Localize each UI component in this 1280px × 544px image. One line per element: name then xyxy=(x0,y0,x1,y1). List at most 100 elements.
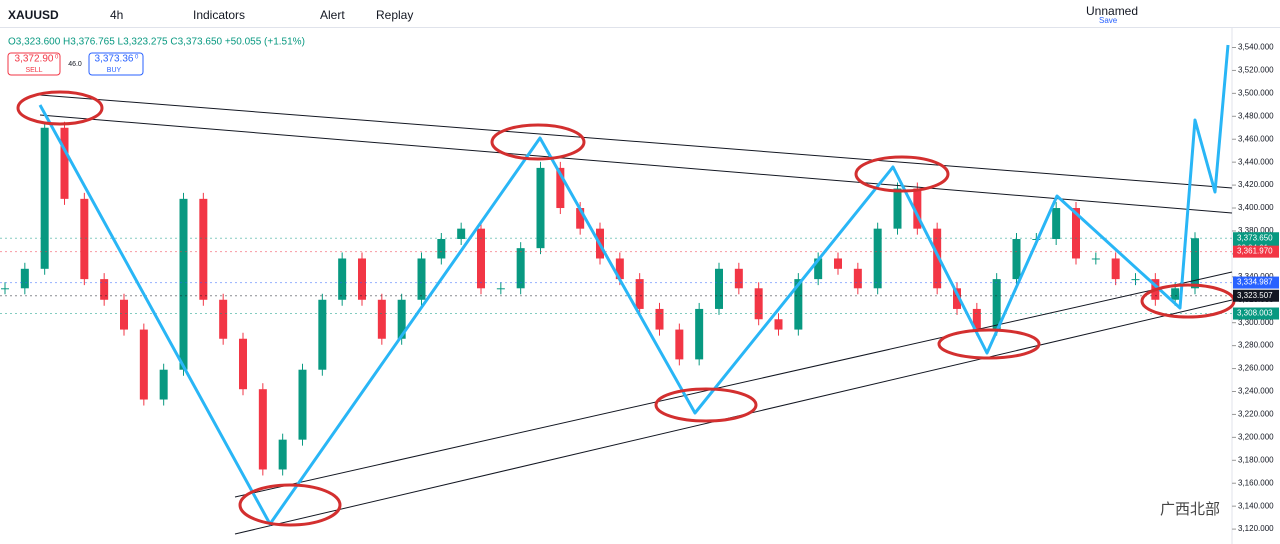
candle xyxy=(992,279,1001,330)
candle xyxy=(179,198,188,370)
candle xyxy=(953,288,961,309)
candle xyxy=(933,228,942,289)
sell-label: SELL xyxy=(25,67,42,74)
y-tick-label: 3,120.000 xyxy=(1238,524,1274,533)
y-tick-label: 3,340.000 xyxy=(1238,272,1274,281)
candle xyxy=(139,329,148,400)
ellipse xyxy=(238,483,342,527)
candle xyxy=(219,299,228,339)
candle xyxy=(536,167,545,249)
candle xyxy=(239,338,247,390)
save-button[interactable]: Save xyxy=(1099,16,1118,25)
y-tick-label: 3,540.000 xyxy=(1238,43,1274,52)
candle xyxy=(1091,258,1100,260)
price-tag-label: 3,361.970 xyxy=(1237,247,1273,256)
buy-price: 3,373.36 xyxy=(95,54,134,65)
layout-name[interactable]: Unnamed xyxy=(1086,4,1139,18)
candle xyxy=(159,369,168,400)
ellipse xyxy=(854,155,950,193)
y-tick-label: 3,500.000 xyxy=(1238,88,1274,97)
sell-sup: 0 xyxy=(55,55,59,61)
spread: 46.0 xyxy=(68,61,82,68)
price-tag-label: 3,323.507 xyxy=(1237,291,1273,300)
price-tag xyxy=(1233,245,1279,258)
candle xyxy=(1191,238,1199,289)
alert-button[interactable]: Alert xyxy=(320,8,345,22)
highlight-ellipses xyxy=(16,90,1236,527)
y-tick-label: 3,420.000 xyxy=(1238,180,1274,189)
candle xyxy=(715,268,723,309)
y-tick-label: 3,280.000 xyxy=(1238,341,1274,350)
watermark: 广西北部 xyxy=(1160,501,1220,518)
candle xyxy=(40,127,49,269)
candle xyxy=(60,127,69,199)
candle xyxy=(1072,208,1080,259)
y-tick-label: 3,160.000 xyxy=(1238,478,1274,487)
candle xyxy=(258,389,267,470)
candle xyxy=(1171,288,1180,300)
candle xyxy=(1052,208,1061,239)
candle xyxy=(893,188,902,229)
candle xyxy=(377,299,386,339)
candle xyxy=(120,299,128,330)
candle xyxy=(358,258,366,300)
ohlc-legend: O3,323.600 H3,376.765 L3,323.275 C3,373.… xyxy=(8,37,305,48)
annotations xyxy=(16,44,1236,535)
candle xyxy=(318,299,327,370)
candle xyxy=(675,329,684,360)
candle xyxy=(576,208,585,229)
candle xyxy=(20,268,29,289)
candle xyxy=(496,288,505,290)
price-tag-label: 3,308.003 xyxy=(1237,309,1273,318)
candle xyxy=(516,248,525,289)
candle xyxy=(615,258,624,280)
candle xyxy=(100,279,109,300)
y-tick-label: 3,300.000 xyxy=(1238,318,1274,327)
sell-button[interactable] xyxy=(7,52,61,76)
candle xyxy=(437,238,446,259)
candle xyxy=(853,268,862,289)
candle xyxy=(397,299,406,339)
price-tag-label: 3,373.650 xyxy=(1237,233,1273,242)
indicators-button[interactable]: Indicators xyxy=(193,8,246,22)
candle xyxy=(655,308,664,330)
ellipse xyxy=(937,328,1041,360)
y-tick-label: 3,200.000 xyxy=(1238,432,1274,441)
price-tag xyxy=(1233,307,1279,320)
candle xyxy=(774,319,783,330)
ellipse xyxy=(490,123,586,161)
y-tick-label: 3,380.000 xyxy=(1238,226,1274,235)
candle xyxy=(1012,238,1021,280)
price-tag xyxy=(1233,276,1279,289)
candle xyxy=(1111,258,1120,280)
candle xyxy=(814,258,823,280)
candle xyxy=(873,228,882,289)
candle xyxy=(278,439,287,470)
candle xyxy=(635,279,644,309)
candle xyxy=(199,198,208,300)
candle xyxy=(556,167,565,209)
replay-button[interactable]: Replay xyxy=(376,8,414,22)
ellipse xyxy=(16,90,104,126)
price-tag xyxy=(1233,289,1279,302)
candle xyxy=(734,268,743,289)
candle xyxy=(298,369,307,440)
y-tick-label: 3,260.000 xyxy=(1238,364,1274,373)
buy-button[interactable] xyxy=(88,52,144,76)
zigzag xyxy=(38,44,1230,526)
candle xyxy=(834,258,842,269)
trend-line xyxy=(39,94,1233,189)
candle xyxy=(457,228,466,239)
y-tick-label: 3,460.000 xyxy=(1238,134,1274,143)
interval[interactable]: 4h xyxy=(110,8,124,22)
y-tick-label: 3,220.000 xyxy=(1238,410,1274,419)
toolbar: XAUUSD 4h Indicators Alert Replay Unname… xyxy=(0,0,1280,28)
candle xyxy=(794,279,803,330)
plot: 3,120.000 3,140.000 3,160.000 3,180.000 3,20… xyxy=(0,43,1274,533)
buy-label: BUY xyxy=(107,67,122,74)
y-tick-label: 3,480.000 xyxy=(1238,111,1274,120)
symbol[interactable]: XAUUSD xyxy=(8,8,59,22)
candle xyxy=(1,288,9,290)
